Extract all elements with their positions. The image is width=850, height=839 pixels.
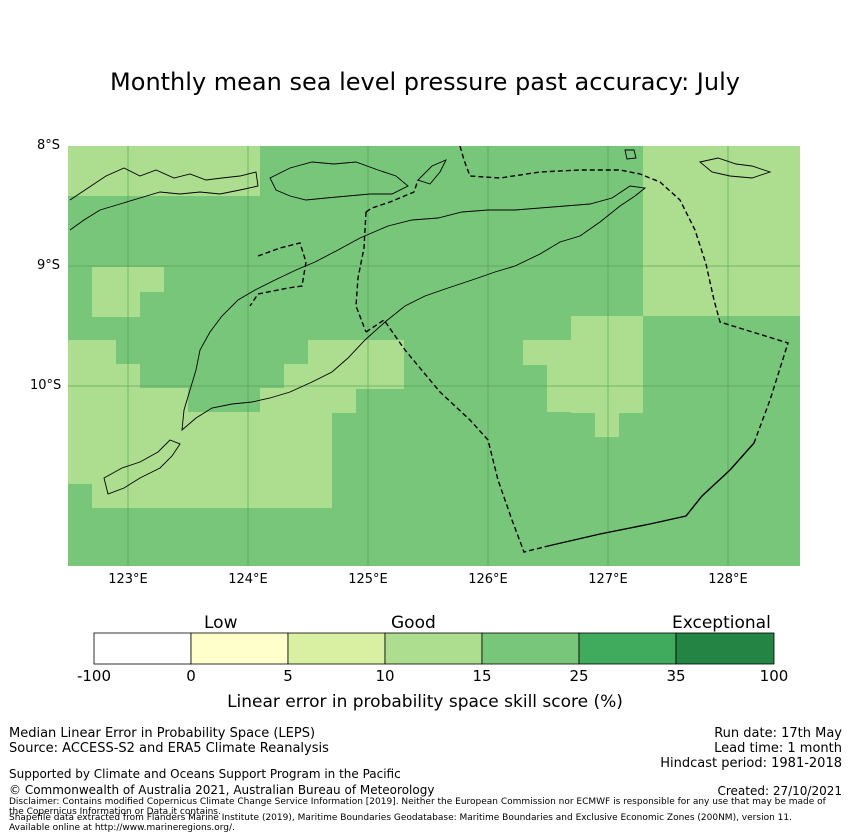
colorbar-swatch-5-10 [287,632,386,665]
oecusse-boundary [249,242,307,307]
footer-method: Median Linear Error in Probability Space… [9,726,316,741]
lat-label-8s: 8°S [37,138,61,153]
eez-north-boundary [459,146,789,444]
colorbar-swatch-10-15 [384,632,483,665]
colorbar-title: Linear error in probability space skill … [227,692,623,712]
east-islands-coast [699,157,772,179]
lon-label-126e: 126°E [468,572,508,587]
footer-shapefile-line1: Shapefile data extracted from Flanders M… [9,813,792,823]
timor-coast [181,185,647,432]
coastlines [69,149,772,495]
timor-internal-boundary [365,179,419,213]
skill-cell [571,316,643,341]
lat-label-9s: 9°S [37,258,61,273]
tick-100: 100 [759,667,789,685]
lon-label-128e: 128°E [708,572,748,587]
skill-cell [571,388,643,413]
lat-label-10s: 10°S [30,378,62,393]
flores-coast [69,167,259,231]
footer-disclaimer-line2: the Copernicus Information or Data it co… [9,807,221,817]
tick-35: 35 [666,667,686,685]
tick-10: 10 [375,667,395,685]
category-low: Low [204,613,238,633]
footer-shapefile-line2: Available online at http://www.marinereg… [9,823,235,833]
footer-source: Source: ACCESS-S2 and ERA5 Climate Reana… [9,741,329,756]
tick-15: 15 [472,667,492,685]
colorbar-swatch-35-100 [675,632,775,665]
maritime-boundary-solid [547,442,755,547]
footer-lead-time: Lead time: 1 month [714,741,842,756]
colorbar [93,632,775,665]
colorbar-swatch-neg100-0 [93,632,192,665]
skill-map [68,146,800,566]
skill-cell [260,388,356,413]
timor-central-boundary [355,211,367,333]
skill-cell [523,340,547,365]
alor-coast [269,161,409,201]
footer-run-date: Run date: 17th May [714,726,842,741]
skill-cell [595,412,619,437]
footer-copyright: © Commonwealth of Australia 2021, Austra… [9,783,435,797]
skill-cell [284,364,404,389]
islet-coast [624,149,637,160]
skill-cell [308,340,404,365]
colorbar-swatch-0-5 [190,632,289,665]
tick-neg100: -100 [76,667,112,685]
lon-label-127e: 127°E [588,572,628,587]
lon-label-125e: 125°E [348,572,388,587]
skill-cell [92,292,140,317]
footer-support: Supported by Climate and Oceans Support … [9,767,401,781]
tick-0: 0 [186,667,196,685]
footer-created: Created: 27/10/2021 [717,784,842,798]
tick-5: 5 [283,667,293,685]
eez-south-boundary [365,319,549,553]
colorbar-swatch-15-25 [481,632,580,665]
skill-grid [68,146,800,566]
category-exceptional: Exceptional [672,613,771,633]
skill-cell [68,340,116,365]
lon-label-124e: 124°E [228,572,268,587]
wetar-coast [417,159,447,185]
colorbar-swatch-25-35 [578,632,677,665]
lon-label-123e: 123°E [108,572,148,587]
map-title: Monthly mean sea level pressure past acc… [110,68,740,96]
tick-25: 25 [569,667,589,685]
maritime-boundaries [249,146,789,553]
sumba-coast [103,439,181,495]
eez-south-solid [547,442,755,547]
skill-cell [188,412,332,437]
skill-cell [68,146,260,196]
footer-disclaimer-line1: Disclaimer: Contains modified Copernicus… [9,797,826,807]
footer-hindcast: Hindcast period: 1981-2018 [660,756,842,771]
category-good: Good [391,613,436,633]
